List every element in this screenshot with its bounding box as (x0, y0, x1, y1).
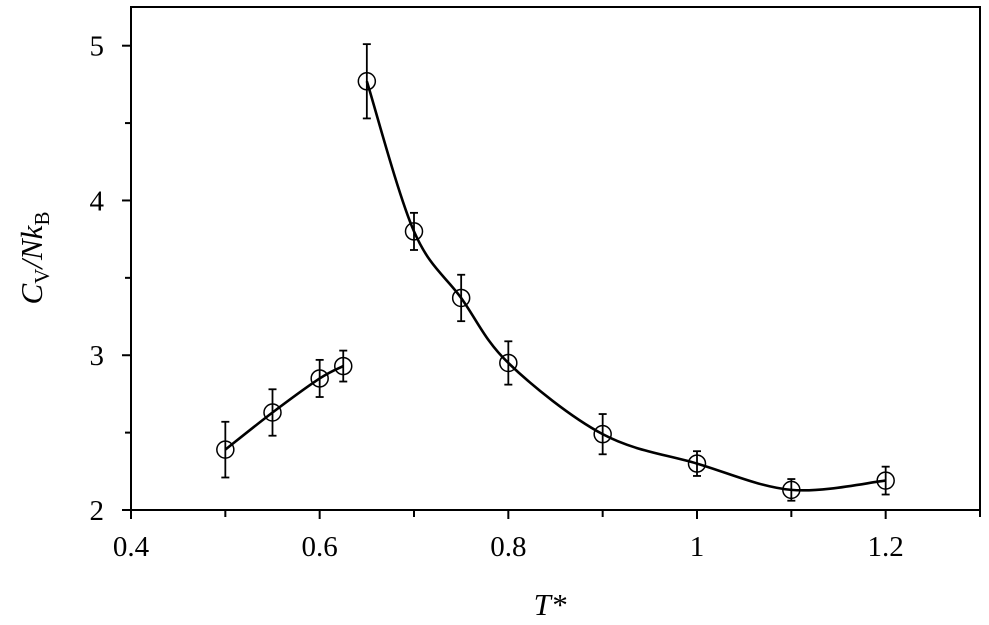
data-point-marker (499, 353, 518, 373)
x-tick-label: 1.2 (868, 531, 904, 563)
y-tick-label: 5 (90, 31, 105, 63)
series-1 (216, 349, 353, 479)
data-point-marker (216, 440, 235, 459)
x-tick-label: 1 (690, 531, 705, 563)
series-curve (224, 364, 344, 451)
data-point-marker (310, 369, 329, 388)
data-point-marker (593, 424, 612, 444)
plot-area-frame (130, 6, 981, 511)
data-point-marker (404, 222, 424, 241)
x-tick-label: 0.8 (490, 531, 526, 563)
y-tick-label: 4 (90, 185, 105, 217)
x-tick-label: 0.6 (302, 531, 338, 563)
data-point-marker (782, 480, 801, 500)
x-axis-title: T* (534, 587, 567, 622)
y-tick-label: 3 (90, 340, 105, 372)
series-layer (216, 43, 895, 502)
y-axis: 2 3 4 5 (90, 31, 131, 527)
data-point-marker (687, 454, 707, 473)
y-axis-title: CV/NkB (14, 212, 54, 305)
series-curve (365, 80, 886, 492)
data-point-marker (451, 288, 471, 308)
series-2 (357, 43, 895, 502)
data-point-marker (263, 403, 282, 422)
data-point-marker (876, 471, 895, 490)
x-axis: 0.4 0.6 0.8 1 1.2 (113, 510, 981, 563)
y-tick-label: 2 (90, 495, 105, 527)
x-tick-label: 0.4 (113, 531, 150, 563)
data-point-marker (334, 356, 353, 376)
data-point-marker (357, 72, 377, 91)
